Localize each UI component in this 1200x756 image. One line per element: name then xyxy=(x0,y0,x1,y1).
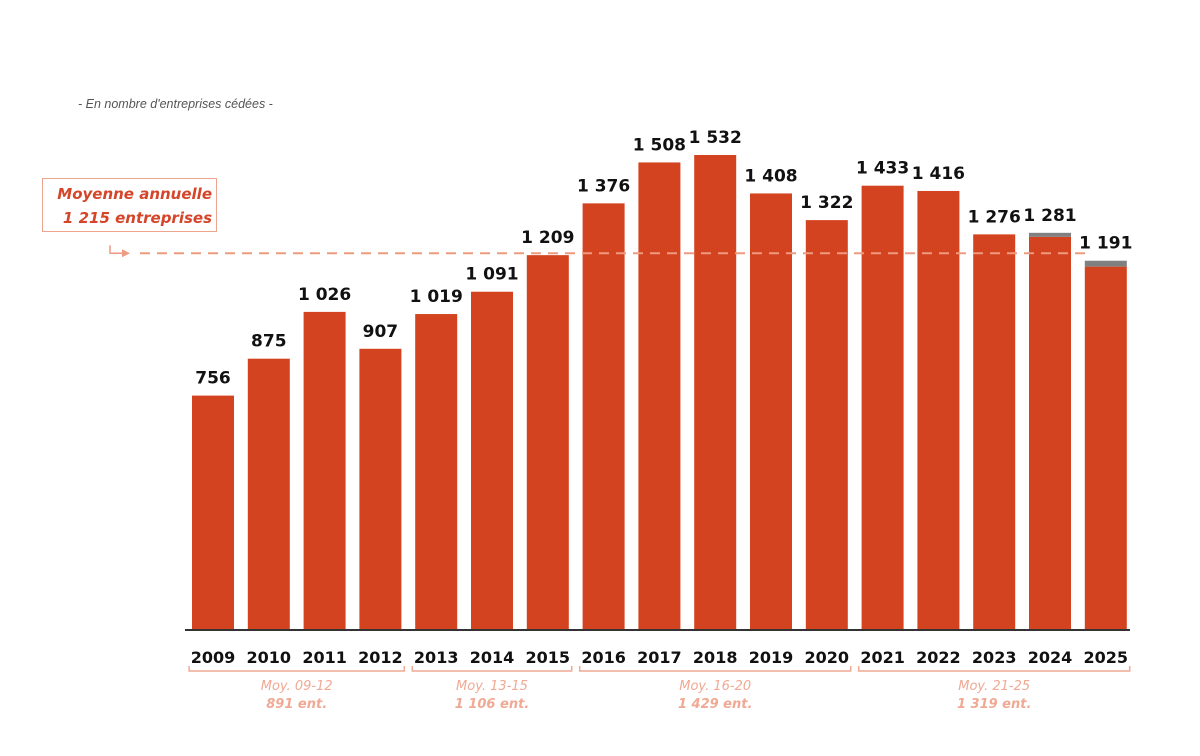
tick-label-2016: 2016 xyxy=(581,648,626,667)
tick-label-2010: 2010 xyxy=(247,648,292,667)
tick-label-2024: 2024 xyxy=(1028,648,1073,667)
average-label-line2: 1 215 entreprises xyxy=(62,209,212,227)
group-average-3: 1 319 ent. xyxy=(957,697,1031,712)
tick-label-2009: 2009 xyxy=(191,648,236,667)
group-average-2: 1 429 ent. xyxy=(678,697,752,712)
tick-label-2020: 2020 xyxy=(805,648,850,667)
bar-2022 xyxy=(917,190,960,630)
average-arrow-stem xyxy=(109,245,124,255)
group-bracket-3 xyxy=(857,666,1131,672)
group-bracket-1 xyxy=(411,666,573,672)
average-label-line1: Moyenne annuelle xyxy=(57,185,212,203)
tick-label-2014: 2014 xyxy=(470,648,515,667)
group-label-3: Moy. 21-25 xyxy=(958,679,1030,694)
value-label-2015: 1 209 xyxy=(521,228,574,248)
tick-label-2023: 2023 xyxy=(972,648,1017,667)
group-average-1: 1 106 ent. xyxy=(455,697,529,712)
bar-grey-segment-2025 xyxy=(1084,260,1127,267)
value-label-2012: 907 xyxy=(363,322,399,342)
tick-label-2012: 2012 xyxy=(358,648,403,667)
bar-2013 xyxy=(415,314,458,630)
value-label-2024: 1 281 xyxy=(1023,206,1076,226)
tick-label-2011: 2011 xyxy=(302,648,347,667)
bar-2016 xyxy=(582,203,625,630)
bar-2011 xyxy=(303,311,346,630)
bar-2025 xyxy=(1084,266,1127,630)
value-label-2009: 756 xyxy=(195,369,231,389)
bar-2010 xyxy=(247,358,290,630)
average-annotation-box: Moyenne annuelle 1 215 entreprises xyxy=(42,178,217,232)
value-label-2013: 1 019 xyxy=(410,287,463,307)
group-label-0: Moy. 09-12 xyxy=(261,679,333,694)
value-label-2019: 1 408 xyxy=(744,166,797,186)
group-average-0: 891 ent. xyxy=(266,697,327,712)
bar-2019 xyxy=(750,193,792,630)
bar-2014 xyxy=(471,291,513,630)
bar-2018 xyxy=(694,155,737,630)
bar-2017 xyxy=(638,162,681,630)
tick-label-2015: 2015 xyxy=(526,648,571,667)
bar-2024 xyxy=(1029,236,1071,630)
value-label-2017: 1 508 xyxy=(633,135,686,155)
value-label-2010: 875 xyxy=(251,332,287,352)
group-bracket-0 xyxy=(188,666,406,672)
value-label-2016: 1 376 xyxy=(577,176,630,196)
bar-2020 xyxy=(805,220,848,630)
tick-label-2021: 2021 xyxy=(860,648,905,667)
tick-label-2019: 2019 xyxy=(749,648,794,667)
bar-2009 xyxy=(192,395,234,630)
tick-label-2018: 2018 xyxy=(693,648,738,667)
group-bracket-2 xyxy=(578,666,852,672)
bar-2012 xyxy=(359,348,402,630)
bar-2015 xyxy=(526,255,569,631)
value-label-2022: 1 416 xyxy=(912,164,965,184)
tick-label-2025: 2025 xyxy=(1084,648,1129,667)
tick-label-2017: 2017 xyxy=(637,648,682,667)
group-label-1: Moy. 13-15 xyxy=(456,679,528,694)
value-label-2023: 1 276 xyxy=(968,207,1021,227)
value-label-2018: 1 532 xyxy=(689,128,742,148)
tick-label-2022: 2022 xyxy=(916,648,961,667)
bar-2021 xyxy=(861,185,904,630)
value-label-2020: 1 322 xyxy=(800,193,853,213)
value-label-2025: 1 191 xyxy=(1079,234,1132,254)
chart-subtitle: - En nombre d'entreprises cédées - xyxy=(78,97,273,111)
value-label-2014: 1 091 xyxy=(465,265,518,285)
group-label-2: Moy. 16-20 xyxy=(679,679,751,694)
tick-label-2013: 2013 xyxy=(414,648,459,667)
value-label-2011: 1 026 xyxy=(298,285,351,305)
bar-2023 xyxy=(973,234,1016,631)
value-label-2021: 1 433 xyxy=(856,159,909,179)
bar-grey-segment-2024 xyxy=(1029,232,1071,237)
average-arrow-icon xyxy=(122,249,130,258)
